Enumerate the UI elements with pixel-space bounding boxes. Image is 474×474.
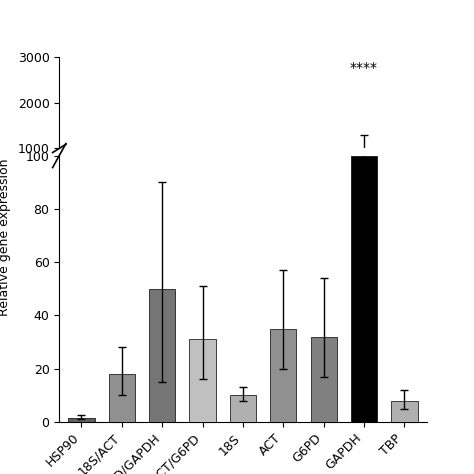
Text: Relative gene expression: Relative gene expression xyxy=(0,158,11,316)
Bar xyxy=(391,401,418,422)
Bar xyxy=(149,289,175,422)
Bar xyxy=(149,192,175,194)
Bar xyxy=(109,193,135,194)
Bar xyxy=(310,193,337,194)
Bar xyxy=(109,374,135,422)
Bar xyxy=(351,155,377,422)
Bar xyxy=(310,337,337,422)
Bar xyxy=(270,328,296,422)
Bar xyxy=(230,395,256,422)
Bar xyxy=(190,193,216,194)
Bar xyxy=(270,192,296,194)
Bar xyxy=(68,418,95,422)
Bar xyxy=(351,190,377,194)
Bar xyxy=(190,339,216,422)
Text: ****: **** xyxy=(350,61,378,75)
